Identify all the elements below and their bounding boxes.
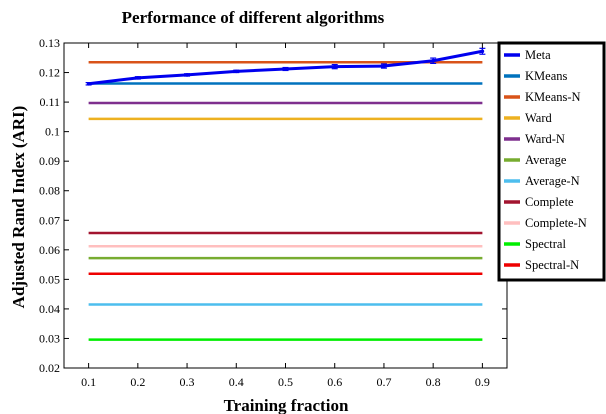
data-point [136, 76, 140, 80]
y-tick-label: 0.08 [39, 184, 60, 198]
y-tick-label: 0.05 [39, 272, 60, 286]
y-tick-label: 0.09 [39, 154, 60, 168]
chart-title: Performance of different algorithms [122, 8, 385, 27]
x-tick-label: 0.2 [130, 375, 145, 389]
legend-label: KMeans-N [525, 90, 581, 104]
data-point [86, 81, 91, 86]
x-tick-label: 0.6 [327, 375, 342, 389]
legend-label: Average [525, 153, 567, 167]
data-point [234, 69, 239, 74]
x-tick-label: 0.1 [81, 375, 96, 389]
data-point [431, 58, 435, 63]
legend-box [497, 41, 606, 282]
legend-label: Ward [525, 111, 553, 125]
y-tick-label: 0.03 [39, 331, 60, 345]
legend-label: Meta [525, 48, 551, 62]
x-tick-label: 0.9 [475, 375, 490, 389]
legend-label: Complete-N [525, 216, 587, 230]
legend-label: KMeans [525, 69, 567, 83]
y-tick-label: 0.06 [39, 243, 60, 257]
x-tick-label: 0.5 [278, 375, 293, 389]
data-point [185, 73, 189, 77]
legend: Meta KMeans KMeans-N Ward Ward-N Average Avera… [497, 41, 606, 282]
x-tick-label: 0.4 [229, 375, 244, 389]
data-point [382, 64, 386, 68]
y-tick-label: 0.04 [39, 302, 60, 316]
plot-frame [63, 42, 508, 369]
y-tick-label: 0.11 [39, 95, 60, 109]
data-point [480, 49, 485, 54]
y-tick-label: 0.07 [39, 213, 60, 227]
x-axis-label: Training fraction [224, 396, 349, 414]
y-tick-label: 0.12 [39, 66, 60, 80]
y-tick-label: 0.02 [39, 361, 60, 375]
legend-label: Spectral-N [525, 258, 579, 272]
legend-label: Complete [525, 195, 574, 209]
legend-label: Average-N [525, 174, 580, 188]
data-point [283, 67, 288, 71]
series-layer [85, 47, 486, 341]
x-tick-label: 0.7 [376, 375, 391, 389]
x-tick-label: 0.3 [180, 375, 195, 389]
axis-layer: 0.1 0.2 0.3 0.4 0.5 0.6 0.7 0.8 0.9 0.02 0.03 0.04 0… [39, 36, 507, 389]
y-tick-label: 0.1 [45, 125, 60, 139]
legend-label: Ward-N [525, 132, 565, 146]
legend-label: Spectral [525, 237, 566, 251]
data-point [332, 64, 337, 69]
y-axis-label: Adjusted Rand Index (ARI) [9, 106, 28, 309]
y-tick-label: 0.13 [39, 36, 60, 50]
x-tick-label: 0.8 [426, 375, 441, 389]
